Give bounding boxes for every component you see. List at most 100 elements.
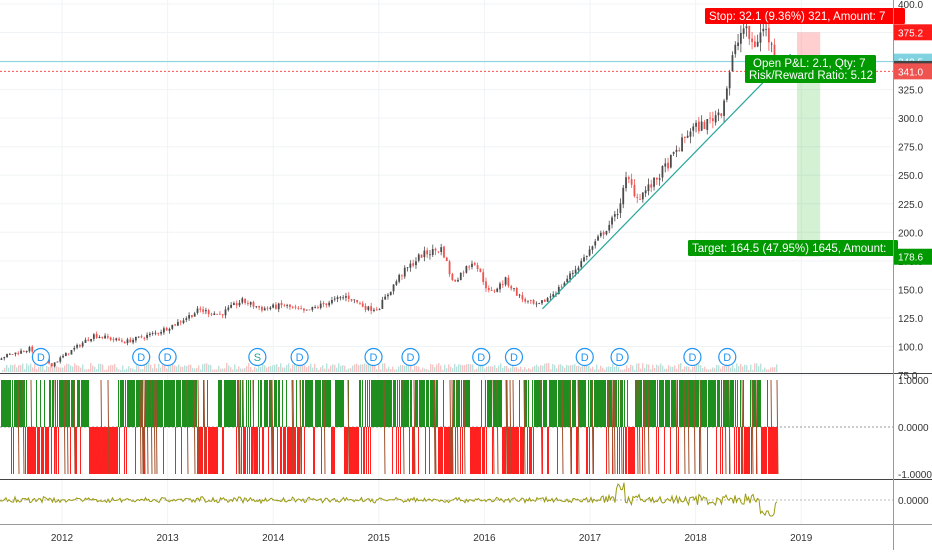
candle-body [627, 177, 630, 180]
osc-bar-up [36, 380, 37, 427]
volume-bar [388, 366, 390, 372]
osc-bar-up [417, 380, 418, 427]
dividend-marker[interactable]: D [364, 347, 383, 367]
osc-transition [611, 379, 614, 475]
volume-bar [642, 363, 644, 372]
dividend-marker[interactable]: D [683, 347, 702, 367]
volume-bar [354, 364, 356, 372]
osc-bar-up [339, 380, 340, 427]
osc-bar-up [125, 380, 126, 427]
candle-body [695, 122, 697, 127]
osc-bar-down [670, 427, 671, 474]
candle-body [50, 363, 53, 367]
volume-bar [552, 364, 554, 372]
osc-bar-up [40, 380, 41, 427]
candle-body [67, 353, 70, 355]
candle-body [706, 119, 709, 130]
osc-transition [146, 379, 149, 475]
osc-bar-down [355, 427, 356, 474]
volume-bar [266, 367, 268, 372]
volume-bar [340, 365, 342, 372]
volume-bar [102, 364, 104, 372]
osc-bar-up [545, 380, 546, 427]
osc-bar-up [369, 380, 370, 427]
volume-bar [626, 365, 628, 372]
osc-bar-up [496, 380, 497, 427]
volume-bar [554, 364, 556, 372]
osc-bar-up [133, 380, 134, 427]
osc-bar-down [476, 427, 477, 474]
volume-bar [254, 367, 256, 372]
osc-bar-down [617, 427, 618, 474]
osc-bar-down [741, 427, 742, 474]
osc-bar-up [607, 380, 608, 427]
osc-bar-up [132, 380, 133, 427]
volume-bar [284, 367, 286, 372]
candle-body [619, 203, 622, 214]
volume-bar [384, 363, 386, 372]
osc-bar-up [276, 380, 277, 427]
osc-bar-down [35, 427, 36, 474]
osc-bar-up [554, 380, 555, 427]
osc-transition [271, 379, 274, 475]
dividend-marker[interactable]: D [290, 347, 309, 367]
osc-bar-up [616, 380, 617, 427]
candle-body [714, 115, 717, 123]
osc-bar-down [39, 427, 40, 474]
dividend-marker[interactable]: D [132, 347, 151, 367]
dividend-marker[interactable]: D [401, 347, 420, 367]
dividend-marker[interactable]: D [472, 347, 491, 367]
dividend-marker[interactable]: D [31, 347, 50, 367]
candle-body [373, 309, 375, 311]
osc-bar-down [249, 427, 250, 474]
dividend-marker[interactable]: S [248, 347, 267, 367]
volume-bar [378, 363, 380, 372]
volume-bar [618, 367, 620, 372]
candle-body [616, 214, 619, 216]
osc-bar-down [626, 427, 627, 474]
candle-body [538, 303, 541, 304]
volume-bar [436, 364, 438, 372]
osc-transition [569, 379, 572, 475]
volume-bar [306, 367, 308, 372]
osc-bar-up [701, 380, 702, 427]
osc-transition [73, 379, 76, 475]
volume-bar [82, 364, 84, 372]
volume-bar [258, 364, 260, 372]
osc-bar-down [112, 427, 113, 474]
volume-bar [584, 363, 586, 372]
candle-body [745, 26, 748, 29]
dividend-letter: D [137, 352, 145, 364]
osc-bar-down [241, 427, 242, 474]
dividend-marker[interactable]: D [610, 347, 629, 367]
dividend-marker[interactable]: D [158, 347, 177, 367]
osc-transition [512, 379, 515, 475]
osc-bar-down [25, 427, 26, 474]
candle-body [739, 32, 742, 44]
osc-transition [492, 379, 495, 475]
dividend-marker[interactable]: D [575, 347, 594, 367]
volume-bar [422, 367, 424, 372]
osc-bar-down [547, 427, 548, 474]
osc-transition [561, 379, 564, 475]
osc-bar-up [687, 380, 688, 427]
candle-body [230, 304, 233, 308]
candle-body [289, 304, 291, 307]
osc-bar-up [282, 380, 283, 427]
osc-bar-down [75, 427, 76, 474]
osc-bar-down [766, 427, 767, 474]
volume-bar [542, 365, 544, 372]
volume-bar [164, 364, 166, 372]
osc-bar-up [279, 380, 280, 427]
osc-bar-up [63, 380, 64, 427]
osc-bar-up [620, 380, 621, 427]
osc-bar-down [770, 427, 771, 474]
osc-bar-up [316, 380, 317, 427]
dividend-marker[interactable]: D [718, 347, 737, 367]
volume-bar [728, 364, 730, 372]
volume-bar [260, 366, 262, 372]
osc-bar-up [732, 380, 733, 427]
dividend-marker[interactable]: D [504, 347, 524, 367]
osc-bar-down [625, 427, 626, 474]
osc-bar-up [337, 380, 338, 427]
